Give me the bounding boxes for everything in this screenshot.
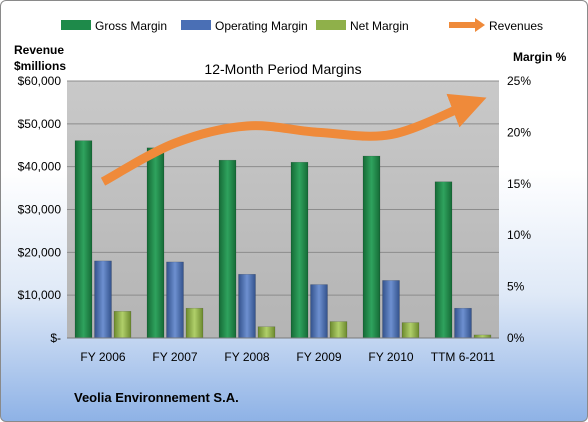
- right-tick-label: 5%: [507, 280, 525, 294]
- legend-swatch-net-margin: [316, 20, 346, 30]
- right-tick-label: 0%: [507, 331, 525, 345]
- left-axis-label-line2: $millions: [14, 59, 66, 73]
- gridlines: [67, 80, 499, 296]
- bar-operating-margin: [94, 260, 112, 339]
- bar-operating-margin: [382, 280, 400, 339]
- bar-net-margin: [185, 307, 204, 339]
- left-axis-label-line1: Revenue: [14, 43, 64, 57]
- bar-gross-margin: [362, 155, 381, 339]
- category-label: FY 2007: [152, 350, 197, 364]
- bar-operating-margin: [454, 307, 472, 339]
- category-label: FY 2008: [224, 350, 269, 364]
- right-axis-label: Margin %: [513, 50, 567, 64]
- right-tick-label: 10%: [507, 228, 531, 242]
- legend-label: Net Margin: [350, 19, 409, 33]
- legend-label: Revenues: [489, 19, 543, 33]
- legend-label: Gross Margin: [95, 19, 167, 33]
- legend-swatch-gross-margin: [61, 20, 91, 30]
- left-tick-label: $50,000: [18, 117, 62, 131]
- right-tick-label: 15%: [507, 177, 531, 191]
- bar-net-margin: [329, 321, 348, 339]
- category-label: FY 2009: [296, 350, 341, 364]
- axes-group: $- $10,000 $20,000 $30,000 $40,000 $50,000 $60…: [18, 74, 532, 364]
- left-tick-label: $30,000: [18, 203, 62, 217]
- bar-gross-margin: [290, 161, 309, 339]
- category-label: TTM 6-2011: [431, 350, 496, 364]
- left-tick-label: $60,000: [18, 74, 62, 88]
- right-tick-label: 20%: [507, 125, 531, 139]
- revenue-line-group: [100, 93, 487, 186]
- revenue-line: [100, 93, 487, 186]
- bar-gross-margin: [218, 159, 237, 339]
- bar-gross-margin: [434, 181, 453, 339]
- left-tick-label: $10,000: [18, 288, 62, 302]
- bar-net-margin: [257, 326, 276, 339]
- left-tick-label: $-: [50, 331, 61, 345]
- category-label: FY 2010: [368, 350, 413, 364]
- category-label: FY 2006: [80, 350, 125, 364]
- legend: Gross Margin Operating Margin Net Margin Re…: [61, 18, 543, 33]
- bar-gross-margin: [146, 147, 165, 339]
- bar-operating-margin: [166, 261, 184, 339]
- bars-group: [74, 140, 492, 339]
- company-name: Veolia Environnement S.A.: [74, 390, 239, 405]
- bar-net-margin: [401, 322, 420, 339]
- bar-gross-margin: [74, 140, 93, 339]
- legend-label: Operating Margin: [215, 19, 308, 33]
- chart-title: 12-Month Period Margins: [204, 61, 361, 77]
- bar-net-margin: [113, 311, 132, 339]
- right-tick-label: 25%: [507, 74, 531, 88]
- bar-operating-margin: [310, 284, 328, 339]
- legend-swatch-operating-margin: [181, 20, 211, 30]
- bar-operating-margin: [238, 274, 256, 339]
- left-tick-label: $20,000: [18, 245, 62, 259]
- left-tick-label: $40,000: [18, 160, 62, 174]
- legend-arrow: [475, 18, 485, 32]
